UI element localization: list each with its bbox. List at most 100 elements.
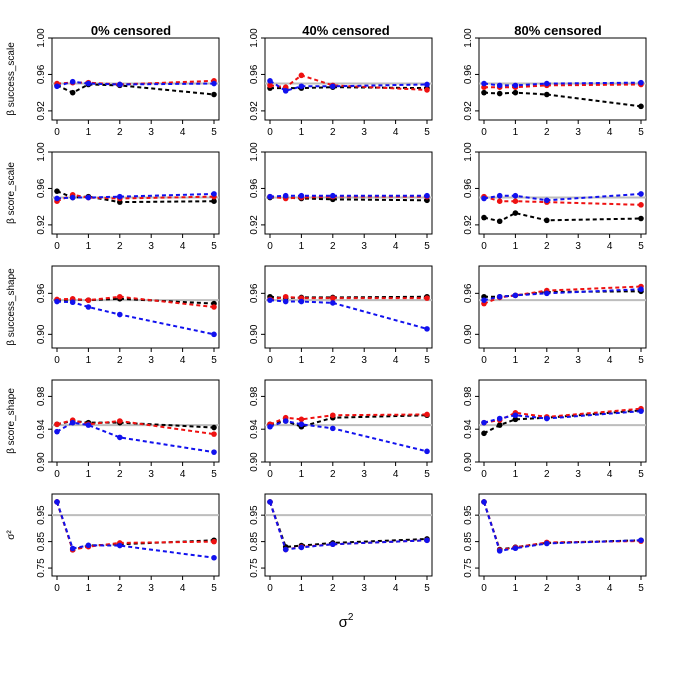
point-blue [330, 300, 336, 306]
y-tick-label: 0.85 [463, 531, 474, 551]
point-blue [267, 423, 273, 430]
x-tick-label: 0 [481, 127, 487, 138]
point-blue [298, 421, 305, 428]
y-tick-label: 1.00 [249, 142, 260, 162]
x-tick-label: 2 [330, 241, 336, 252]
x-tick-label: 5 [638, 127, 644, 138]
x-tick-label: 3 [148, 469, 154, 480]
x-tick-label: 4 [393, 127, 399, 138]
point-blue [424, 448, 430, 455]
x-tick-label: 1 [513, 127, 519, 138]
point-blue [211, 554, 217, 561]
point-blue [512, 412, 519, 419]
panel-r2-c2: 0 1 2 3 4 5 0.90 0.96 [463, 265, 647, 366]
series-line-blue [56, 421, 215, 454]
x-tick-label: 0 [54, 355, 60, 366]
y-tick-label: 1.00 [463, 142, 474, 162]
point-red [211, 538, 217, 545]
point-blue [424, 192, 430, 199]
y-tick-label: 0.98 [36, 386, 47, 406]
x-tick-label: 3 [575, 469, 581, 480]
series-line-blue [269, 194, 427, 198]
series-line-red [56, 501, 215, 551]
y-tick-label: 0.96 [249, 64, 260, 84]
point-blue [85, 542, 92, 549]
point-blue [424, 326, 430, 332]
series-line-blue [56, 501, 215, 559]
x-tick-label: 5 [211, 127, 217, 138]
x-tick-label: 2 [117, 469, 123, 480]
row-label-1: β score_scale [6, 162, 17, 224]
point-blue [267, 297, 273, 303]
x-tick-label: 3 [575, 241, 581, 252]
point-blue [69, 419, 76, 426]
series-line-blue [269, 501, 428, 551]
x-axis-label-base: σ [339, 614, 349, 631]
point-black [211, 424, 217, 431]
point-blue [424, 537, 430, 544]
point-blue [496, 192, 503, 199]
panel-r0-c1: 0 1 2 3 4 5 0.92 0.96 1.00 [249, 28, 433, 138]
point-blue [512, 292, 519, 299]
x-tick-label: 1 [86, 583, 92, 594]
point-blue [211, 191, 217, 197]
panel-r3-c1: 0 1 2 3 4 5 0.90 0.94 0.98 [249, 379, 433, 480]
x-tick-label: 4 [180, 241, 186, 252]
panel-frame [51, 151, 220, 235]
x-tick-label: 4 [607, 355, 613, 366]
column-title-0: 0% censored [91, 23, 171, 38]
x-tick-label: 4 [180, 583, 186, 594]
x-tick-label: 2 [544, 127, 550, 138]
point-black [544, 217, 550, 224]
point-blue [330, 192, 336, 199]
point-blue [117, 311, 123, 318]
x-tick-label: 5 [211, 583, 217, 594]
panel-r0-c2: 0 1 2 3 4 5 0.92 0.96 1.00 [463, 28, 647, 138]
point-blue [298, 298, 305, 305]
point-blue [54, 428, 60, 435]
point-red [512, 198, 519, 204]
x-tick-label: 1 [86, 127, 92, 138]
x-tick-label: 0 [54, 127, 60, 138]
x-tick-label: 1 [86, 469, 92, 480]
point-blue [638, 191, 644, 197]
y-tick-label: 0.75 [249, 558, 260, 578]
x-tick-label: 3 [148, 583, 154, 594]
point-blue [85, 422, 92, 428]
x-tick-label: 2 [330, 355, 336, 366]
series-line-red [483, 407, 642, 424]
x-tick-label: 0 [267, 469, 273, 480]
x-tick-label: 2 [117, 355, 123, 366]
point-red [282, 293, 289, 300]
point-black [544, 91, 550, 98]
x-tick-label: 2 [117, 241, 123, 252]
point-red [496, 198, 503, 204]
point-blue [211, 80, 217, 87]
y-tick-label: 0.90 [36, 324, 47, 344]
point-blue [424, 81, 430, 88]
point-blue [638, 286, 644, 293]
point-blue [481, 499, 487, 505]
x-tick-label: 2 [330, 127, 336, 138]
y-tick-label: 0.75 [36, 558, 47, 578]
x-tick-label: 1 [299, 583, 305, 594]
x-tick-label: 4 [393, 241, 399, 252]
point-blue [544, 415, 550, 422]
point-blue [117, 193, 123, 200]
x-tick-label: 4 [607, 127, 613, 138]
point-blue [496, 415, 503, 422]
point-black [211, 91, 217, 98]
point-blue [544, 80, 550, 87]
point-red [298, 416, 305, 423]
point-blue [330, 425, 336, 432]
y-tick-label: 0.90 [249, 324, 260, 344]
panel-frame [264, 265, 433, 349]
x-tick-label: 4 [607, 469, 613, 480]
point-blue [85, 194, 92, 201]
x-tick-label: 5 [424, 469, 430, 480]
point-blue [211, 331, 217, 338]
series-line-blue [483, 501, 642, 553]
point-black [69, 89, 76, 96]
x-tick-label: 0 [267, 583, 273, 594]
x-tick-label: 1 [299, 241, 305, 252]
